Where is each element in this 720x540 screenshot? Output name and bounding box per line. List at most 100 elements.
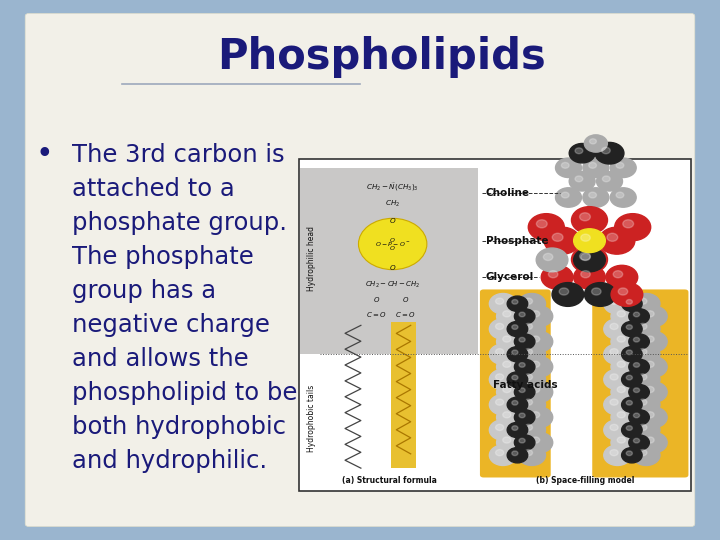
Circle shape	[611, 282, 643, 306]
Circle shape	[611, 158, 636, 178]
Circle shape	[490, 369, 517, 390]
Circle shape	[495, 424, 504, 430]
Text: $CH_2 - CH-CH_2$: $CH_2 - CH-CH_2$	[365, 279, 420, 289]
Circle shape	[634, 338, 639, 342]
Circle shape	[512, 300, 518, 304]
Circle shape	[611, 188, 636, 207]
Circle shape	[603, 176, 610, 182]
Circle shape	[524, 298, 533, 304]
Circle shape	[574, 229, 606, 253]
Circle shape	[610, 424, 618, 430]
Circle shape	[617, 310, 626, 317]
Circle shape	[531, 310, 540, 317]
Text: phosphate group.: phosphate group.	[72, 211, 287, 235]
Circle shape	[646, 336, 654, 342]
Circle shape	[531, 411, 540, 418]
Circle shape	[634, 312, 639, 317]
Circle shape	[617, 437, 626, 443]
Circle shape	[629, 334, 649, 349]
Circle shape	[604, 294, 631, 314]
Circle shape	[503, 437, 511, 443]
Text: $O$: $O$	[390, 236, 396, 244]
Circle shape	[570, 172, 595, 191]
Circle shape	[617, 336, 626, 342]
Circle shape	[526, 433, 553, 453]
Circle shape	[512, 325, 518, 329]
Circle shape	[607, 233, 618, 241]
Text: $O$: $O$	[402, 295, 409, 304]
Circle shape	[556, 188, 582, 207]
Circle shape	[621, 397, 642, 413]
Circle shape	[524, 399, 533, 405]
Circle shape	[610, 298, 618, 304]
Circle shape	[585, 135, 608, 152]
Circle shape	[518, 394, 546, 415]
Circle shape	[507, 321, 528, 337]
Circle shape	[639, 298, 647, 304]
Circle shape	[606, 265, 638, 289]
Text: $O$: $O$	[373, 295, 380, 304]
Circle shape	[490, 394, 517, 415]
Circle shape	[490, 319, 517, 339]
Circle shape	[581, 271, 590, 278]
Circle shape	[490, 445, 517, 465]
Circle shape	[611, 433, 639, 453]
Circle shape	[559, 288, 569, 295]
Circle shape	[646, 437, 654, 443]
Text: $O$: $O$	[390, 244, 396, 252]
Circle shape	[524, 323, 533, 329]
Circle shape	[581, 234, 590, 241]
Ellipse shape	[359, 218, 427, 269]
Text: attached to a: attached to a	[72, 177, 235, 201]
Circle shape	[490, 420, 517, 440]
Circle shape	[495, 399, 504, 405]
Circle shape	[512, 375, 518, 380]
Circle shape	[497, 382, 524, 402]
Circle shape	[495, 349, 504, 355]
Circle shape	[518, 344, 546, 365]
Circle shape	[617, 387, 626, 393]
Circle shape	[490, 344, 517, 365]
Text: (a) Structural formula: (a) Structural formula	[341, 476, 436, 485]
Circle shape	[519, 312, 525, 317]
Circle shape	[610, 349, 618, 355]
Circle shape	[592, 288, 601, 295]
Circle shape	[497, 433, 524, 453]
Circle shape	[575, 148, 582, 154]
Circle shape	[495, 374, 504, 380]
Circle shape	[640, 332, 667, 352]
Circle shape	[599, 227, 635, 254]
Text: •: •	[36, 140, 53, 170]
Circle shape	[610, 374, 618, 380]
Circle shape	[639, 349, 647, 355]
Circle shape	[604, 369, 631, 390]
Circle shape	[490, 294, 517, 314]
Circle shape	[629, 384, 649, 400]
Circle shape	[640, 382, 667, 402]
Circle shape	[518, 420, 546, 440]
Circle shape	[556, 158, 582, 178]
Circle shape	[626, 451, 632, 456]
Circle shape	[531, 437, 540, 443]
Circle shape	[633, 420, 660, 440]
Circle shape	[617, 411, 626, 418]
Text: $C=O$: $C=O$	[366, 310, 387, 319]
Circle shape	[514, 384, 535, 400]
Text: negative charge: negative charge	[72, 313, 270, 337]
Circle shape	[595, 143, 624, 164]
Circle shape	[519, 388, 525, 393]
Circle shape	[574, 248, 606, 272]
FancyBboxPatch shape	[25, 14, 695, 526]
Circle shape	[639, 450, 647, 456]
Circle shape	[618, 288, 628, 295]
Circle shape	[544, 253, 553, 260]
Text: $O$: $O$	[389, 216, 397, 225]
Circle shape	[634, 438, 639, 443]
Circle shape	[512, 451, 518, 456]
Circle shape	[623, 220, 634, 228]
Text: $CH_2$: $CH_2$	[385, 199, 400, 209]
Circle shape	[503, 310, 511, 317]
Circle shape	[503, 411, 511, 418]
Circle shape	[640, 433, 667, 453]
Circle shape	[626, 300, 632, 304]
